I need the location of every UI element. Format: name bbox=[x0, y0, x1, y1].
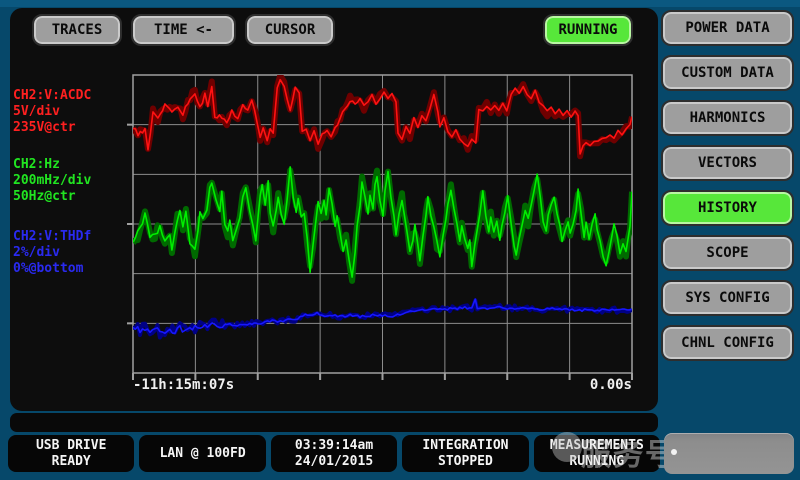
channel-label-line: CH2:Hz bbox=[13, 157, 60, 172]
status-line: INTEGRATION bbox=[422, 437, 509, 453]
watermark-box bbox=[664, 433, 794, 474]
channel-label-line: 200mHz/div bbox=[13, 173, 92, 188]
top-button-time[interactable]: TIME <- bbox=[131, 14, 236, 46]
sidebar-button-history[interactable]: HISTORY bbox=[661, 190, 794, 226]
status-line: 24/01/2015 bbox=[294, 453, 374, 469]
status-line: USB DRIVE bbox=[35, 437, 107, 453]
sidebar-menu: POWER DATA CUSTOM DATA HARMONICS VECTORS HIS… bbox=[661, 10, 794, 372]
watermark-text: 服务号 bbox=[581, 438, 677, 473]
frame-top-edge bbox=[0, 0, 800, 7]
running-status-button[interactable]: RUNNING bbox=[543, 14, 633, 46]
status-box-measurements: MEASUREMENTS RUNNING bbox=[533, 435, 661, 472]
channel-label-line: CH2:V:ACDC bbox=[13, 88, 92, 103]
status-line: RUNNING bbox=[569, 453, 625, 469]
sidebar-button-harmonics[interactable]: HARMONICS bbox=[661, 100, 794, 136]
sidebar-button-vectors[interactable]: VECTORS bbox=[661, 145, 794, 181]
top-button-traces[interactable]: TRACES bbox=[32, 14, 122, 46]
channel-label-ch2-hz: CH2:Hz 200mHz/div 50Hz@ctr bbox=[13, 157, 133, 205]
x-axis-end-label: 0.00s bbox=[589, 377, 632, 393]
status-line: MEASUREMENTS bbox=[549, 437, 644, 453]
channel-label-ch2-v-thdf: CH2:V:THDf 2%/div 0%@bottom bbox=[13, 229, 133, 277]
watermark-logo-circle bbox=[552, 432, 582, 462]
channel-label-line: 0%@bottom bbox=[13, 261, 84, 276]
status-line: STOPPED bbox=[438, 453, 493, 469]
status-box-usb-drive: USB DRIVE READY bbox=[8, 435, 135, 472]
status-box-integration: INTEGRATION STOPPED bbox=[402, 435, 529, 472]
softkey-strip bbox=[10, 413, 658, 432]
channel-label-line: 50Hz@ctr bbox=[13, 189, 76, 204]
status-line: 03:39:14am bbox=[294, 437, 374, 453]
sidebar-button-power-data[interactable]: POWER DATA bbox=[661, 10, 794, 46]
status-box-03-39-14am: 03:39:14am 24/01/2015 bbox=[270, 435, 398, 472]
x-axis-start-label: -11h:15m:07s bbox=[133, 377, 235, 393]
status-line: LAN @ 100FD bbox=[159, 445, 246, 461]
channel-label-line: CH2:V:THDf bbox=[13, 229, 92, 244]
status-line: READY bbox=[51, 453, 91, 469]
sidebar-button-custom-data[interactable]: CUSTOM DATA bbox=[661, 55, 794, 91]
channel-label-line: 2%/div bbox=[13, 245, 60, 260]
channel-label-column: CH2:V:ACDC 5V/div 235V@ctr CH2:Hz 200mHz/div… bbox=[13, 88, 133, 277]
status-box-lan-100fd: LAN @ 100FD bbox=[139, 435, 266, 472]
channel-label-ch2-v-acdc: CH2:V:ACDC 5V/div 235V@ctr bbox=[13, 88, 133, 136]
sidebar-button-scope[interactable]: SCOPE bbox=[661, 235, 794, 271]
channel-label-line: 235V@ctr bbox=[13, 120, 76, 135]
watermark-dot bbox=[671, 449, 677, 455]
top-button-cursor[interactable]: CURSOR bbox=[245, 14, 335, 46]
sidebar-button-sys-config[interactable]: SYS CONFIG bbox=[661, 280, 794, 316]
channel-label-line: 5V/div bbox=[13, 104, 60, 119]
sidebar-button-chnl-config[interactable]: CHNL CONFIG bbox=[661, 325, 794, 361]
status-bar: USB DRIVE READY LAN @ 100FD 03:39:14am 24/01… bbox=[8, 435, 661, 472]
